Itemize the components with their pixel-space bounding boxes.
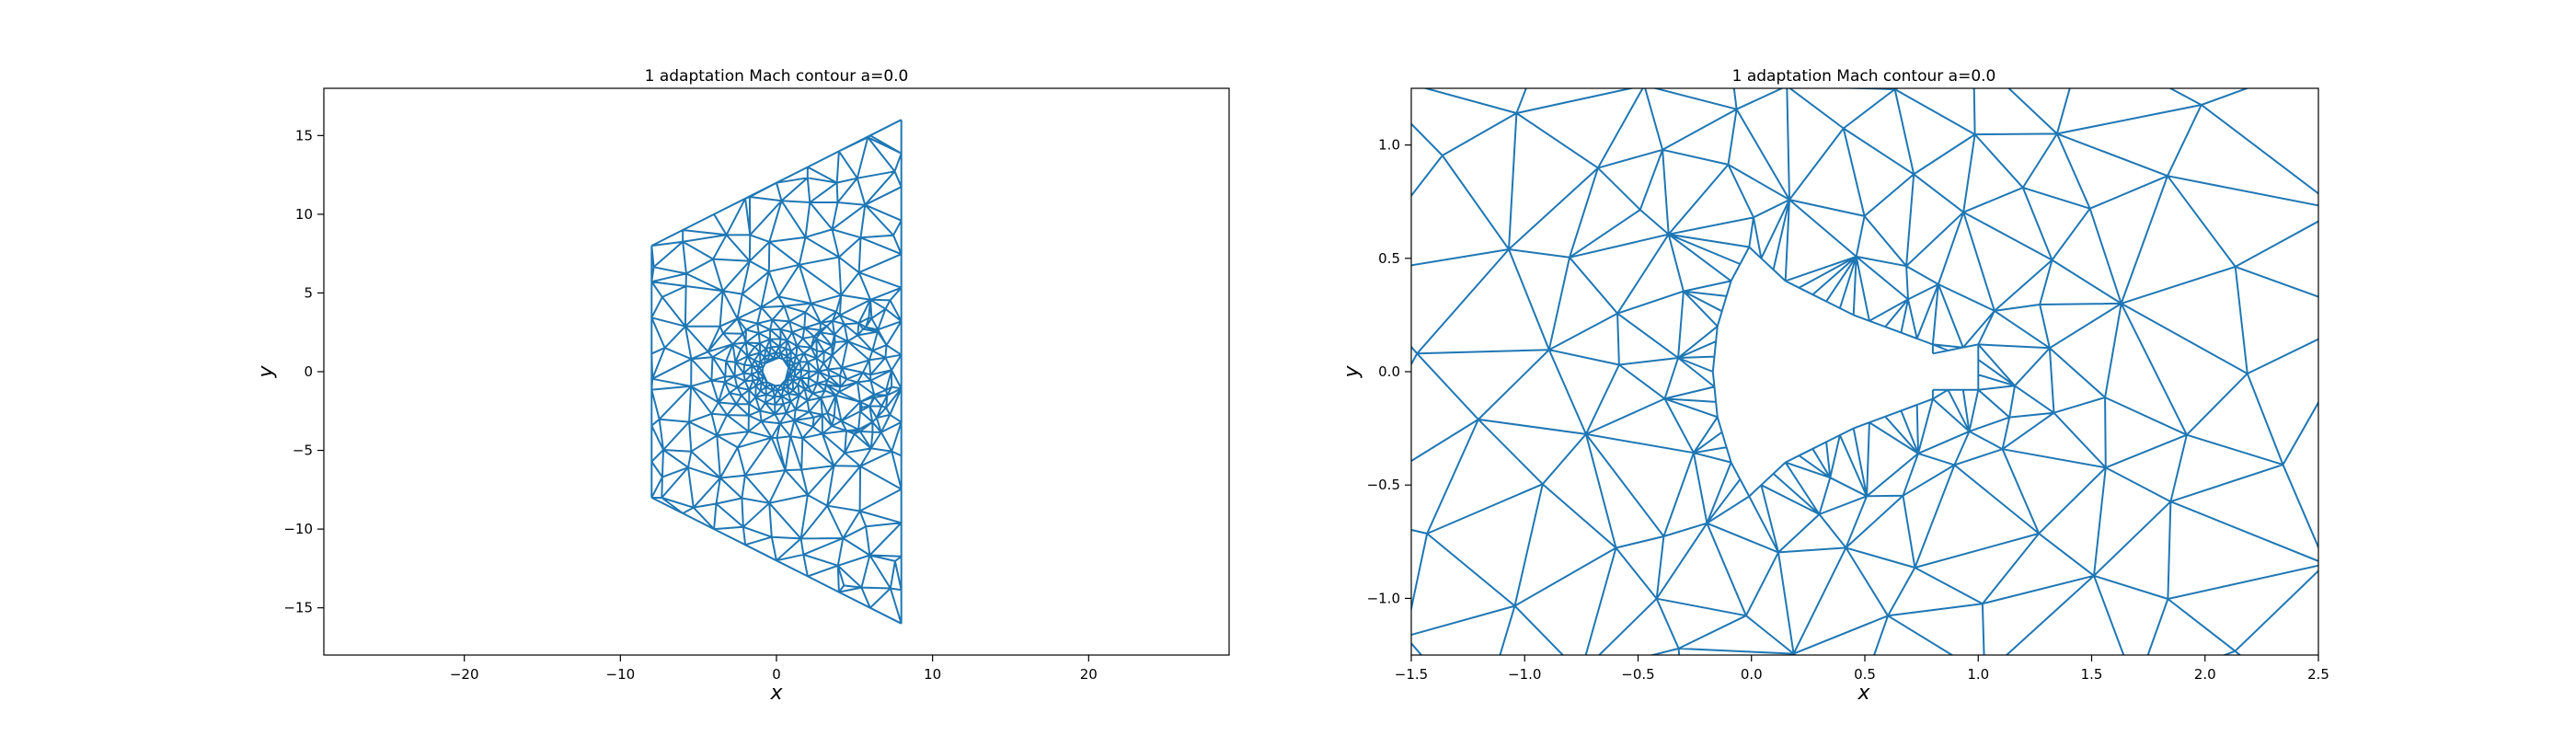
x-tick-label: −1.5 xyxy=(1395,666,1428,683)
x-axis-label: x xyxy=(1857,682,1870,705)
y-tick-label: 15 xyxy=(295,127,313,144)
axes-frame xyxy=(1410,87,2319,656)
x-tick-label: 20 xyxy=(1080,666,1098,683)
x-tick-label: −20 xyxy=(450,666,479,683)
x-axis-ticks: −1.5 −1.0 −0.5 0.0 0.5 1.0 1.5 2.0 2.5 xyxy=(1395,655,2329,683)
x-tick-label: 0 xyxy=(772,666,781,683)
subplot-title: 1 adaptation Mach contour a=0.0 xyxy=(645,67,909,86)
y-tick-label: 0 xyxy=(304,363,313,380)
y-tick-label: 1.0 xyxy=(1378,137,1400,154)
y-tick-label: −10 xyxy=(283,521,313,537)
y-tick-label: −0.5 xyxy=(1367,477,1400,493)
x-tick-label: 0.5 xyxy=(1854,666,1876,683)
y-tick-label: −1.0 xyxy=(1367,590,1400,606)
axes-frame xyxy=(323,87,1230,656)
y-tick-label: −5 xyxy=(293,443,313,459)
y-axis-ticks: −1.0 −0.5 0.0 0.5 1.0 xyxy=(1367,137,1411,606)
subplot-zoomed-body: 1 adaptation Mach contour a=0.0 −1.5 −1.0… xyxy=(1340,67,2329,705)
mesh-edges xyxy=(1411,88,2318,655)
x-tick-label: 0.0 xyxy=(1741,666,1763,683)
x-tick-label: 2.5 xyxy=(2307,666,2329,683)
x-tick-label: 2.0 xyxy=(2194,666,2216,683)
mesh-edges xyxy=(650,119,903,625)
subplot-title: 1 adaptation Mach contour a=0.0 xyxy=(1732,67,1996,86)
y-tick-label: 10 xyxy=(295,206,313,223)
subplot-full-domain: 1 adaptation Mach contour a=0.0 −20 −10 0 1… xyxy=(255,67,1230,705)
y-tick-label: 0.0 xyxy=(1378,363,1400,380)
y-axis-label: y xyxy=(255,365,278,379)
mesh-plot-area xyxy=(650,119,903,625)
x-tick-label: −1.0 xyxy=(1508,666,1541,683)
y-tick-label: 5 xyxy=(304,284,313,301)
x-tick-label: −10 xyxy=(606,666,636,683)
x-tick-label: 1.5 xyxy=(2081,666,2103,683)
y-axis-label: y xyxy=(1340,365,1363,379)
y-tick-label: −15 xyxy=(283,600,313,616)
x-axis-label: x xyxy=(769,682,783,705)
y-axis-ticks: −15 −10 −5 0 5 10 15 xyxy=(283,127,324,616)
y-tick-label: 0.5 xyxy=(1378,250,1400,267)
x-axis-ticks: −20 −10 0 10 20 xyxy=(450,655,1098,683)
x-tick-label: 1.0 xyxy=(1967,666,1989,683)
x-tick-label: −0.5 xyxy=(1621,666,1654,683)
mesh-plot-area xyxy=(1411,88,2318,655)
x-tick-label: 10 xyxy=(924,666,941,683)
